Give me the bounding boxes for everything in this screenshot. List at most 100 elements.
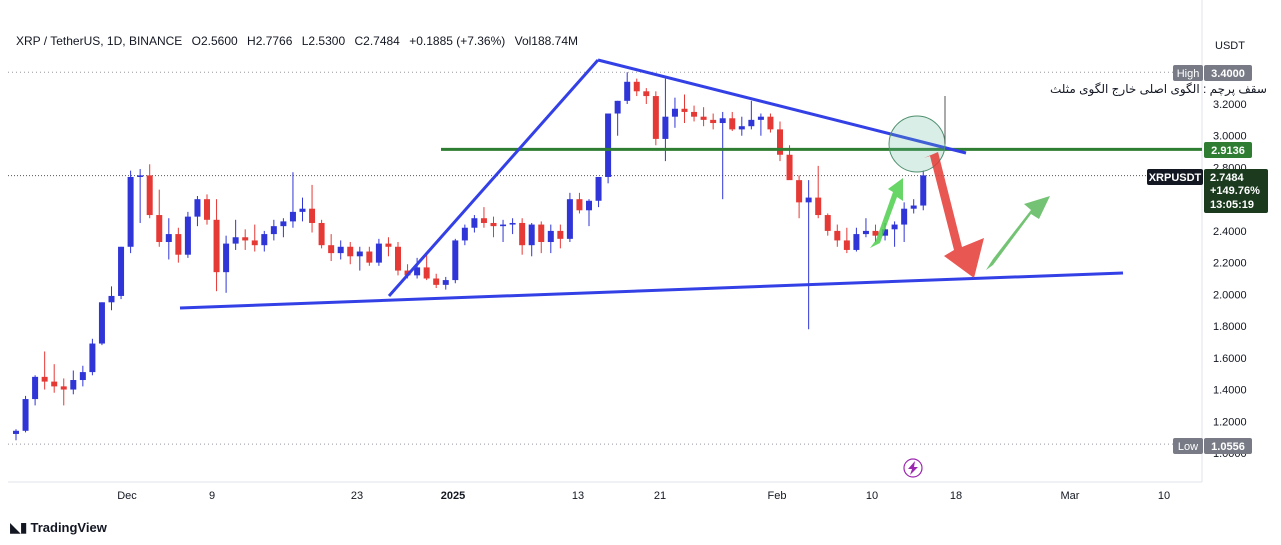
- candle: [605, 113, 612, 184]
- candle: [586, 199, 592, 227]
- candle: [681, 94, 688, 124]
- candle: [729, 111, 736, 131]
- x-tick-label: 21: [654, 490, 666, 502]
- x-tick-label: Mar: [1061, 490, 1080, 502]
- candle: [920, 170, 927, 211]
- arrow-up-right-icon[interactable]: [986, 196, 1050, 270]
- countdown-timer: 13:05:19: [1210, 199, 1254, 211]
- arrow-up-small-icon[interactable]: [870, 178, 903, 248]
- x-axis-ticks: Dec 9 23 2025 13 21 Feb 10 18 Mar 10: [117, 490, 1170, 502]
- candle: [566, 192, 573, 243]
- candle: [710, 113, 717, 130]
- low-marker: Low 1.0556: [1173, 438, 1252, 454]
- x-tick-label: 13: [572, 490, 584, 502]
- candle: [643, 88, 650, 104]
- candle: [299, 197, 306, 222]
- candle: [538, 221, 545, 254]
- candle: [691, 105, 698, 122]
- high-marker-value: 3.4000: [1211, 68, 1245, 80]
- candle: [385, 237, 392, 257]
- candle: [834, 224, 841, 247]
- low-marker-label: Low: [1178, 441, 1198, 453]
- candle: [471, 215, 478, 233]
- lightning-icon[interactable]: [903, 458, 923, 478]
- candle: [118, 246, 125, 300]
- candle: [98, 302, 105, 346]
- candle: [70, 370, 77, 395]
- high-marker: High 3.4000: [1173, 65, 1252, 81]
- candle: [137, 169, 144, 223]
- candle: [127, 170, 134, 254]
- candle: [423, 253, 430, 281]
- candle: [414, 257, 421, 279]
- candle: [433, 273, 440, 289]
- x-tick-label: 18: [950, 490, 962, 502]
- candle: [356, 246, 363, 271]
- candle: [843, 227, 850, 254]
- candle: [824, 213, 831, 236]
- candle: [528, 222, 535, 257]
- candle: [891, 221, 898, 247]
- chart-header: XRP / TetherUS, 1D, BINANCE O2.5600 H2.7…: [16, 34, 584, 48]
- candle: [347, 242, 354, 265]
- candle: [500, 219, 507, 243]
- currency-label: USDT: [1215, 40, 1245, 52]
- candle: [490, 216, 497, 238]
- x-tick-label: 10: [866, 490, 878, 502]
- candle: [557, 224, 564, 249]
- candle: [375, 238, 382, 266]
- close-value: C2.7484: [354, 34, 400, 48]
- candle: [862, 218, 869, 238]
- candle: [32, 375, 39, 406]
- candle: [662, 78, 669, 162]
- candle: [89, 338, 96, 376]
- candle: [442, 276, 449, 290]
- level-marker: 2.9136: [1204, 142, 1252, 158]
- candle: [108, 286, 115, 311]
- last-price-value: 2.7484: [1210, 172, 1245, 184]
- candle: [777, 121, 783, 162]
- candle: [614, 100, 621, 136]
- upper-trendline[interactable]: [597, 58, 967, 155]
- candle: [41, 351, 48, 390]
- x-tick-label: 10: [1158, 490, 1170, 502]
- candle: [815, 165, 822, 219]
- low-value: L2.5300: [301, 34, 346, 48]
- candle: [337, 240, 344, 260]
- level-marker-value: 2.9136: [1211, 145, 1245, 157]
- candle: [79, 365, 86, 387]
- candle: [700, 107, 707, 127]
- change-percent: +149.76%: [1210, 185, 1260, 197]
- candle: [232, 219, 239, 250]
- candle: [509, 218, 516, 235]
- lower-trendline[interactable]: [179, 271, 1124, 310]
- symbol-label[interactable]: XRP / TetherUS, 1D, BINANCE: [16, 34, 183, 48]
- candle: [910, 199, 917, 214]
- volume-value: Vol188.74M: [514, 34, 579, 48]
- candle: [461, 224, 468, 246]
- candle: [318, 219, 325, 249]
- ticker-label: XRPUSDT: [1149, 172, 1202, 184]
- arrow-down-icon[interactable]: [924, 152, 984, 278]
- candle: [767, 113, 774, 133]
- open-value: O2.5600: [191, 34, 238, 48]
- candle: [853, 227, 860, 252]
- candle: [289, 172, 296, 228]
- candle: [480, 207, 487, 228]
- flagpole-trendline[interactable]: [387, 59, 600, 297]
- tradingview-watermark[interactable]: ◣▮ TradingView: [10, 519, 107, 536]
- brand-label: TradingView: [30, 520, 107, 535]
- candle: [223, 235, 230, 293]
- candle: [261, 230, 268, 252]
- candle: [452, 238, 459, 284]
- candle: [270, 219, 277, 241]
- x-tick-label: 9: [209, 490, 215, 502]
- candle: [366, 246, 373, 266]
- x-tick-label: 2025: [441, 490, 465, 502]
- candle: [738, 116, 745, 136]
- candle: [624, 72, 631, 104]
- candle: [652, 91, 659, 146]
- y-tick-label: 1.4000: [1213, 385, 1247, 397]
- candle: [576, 192, 583, 214]
